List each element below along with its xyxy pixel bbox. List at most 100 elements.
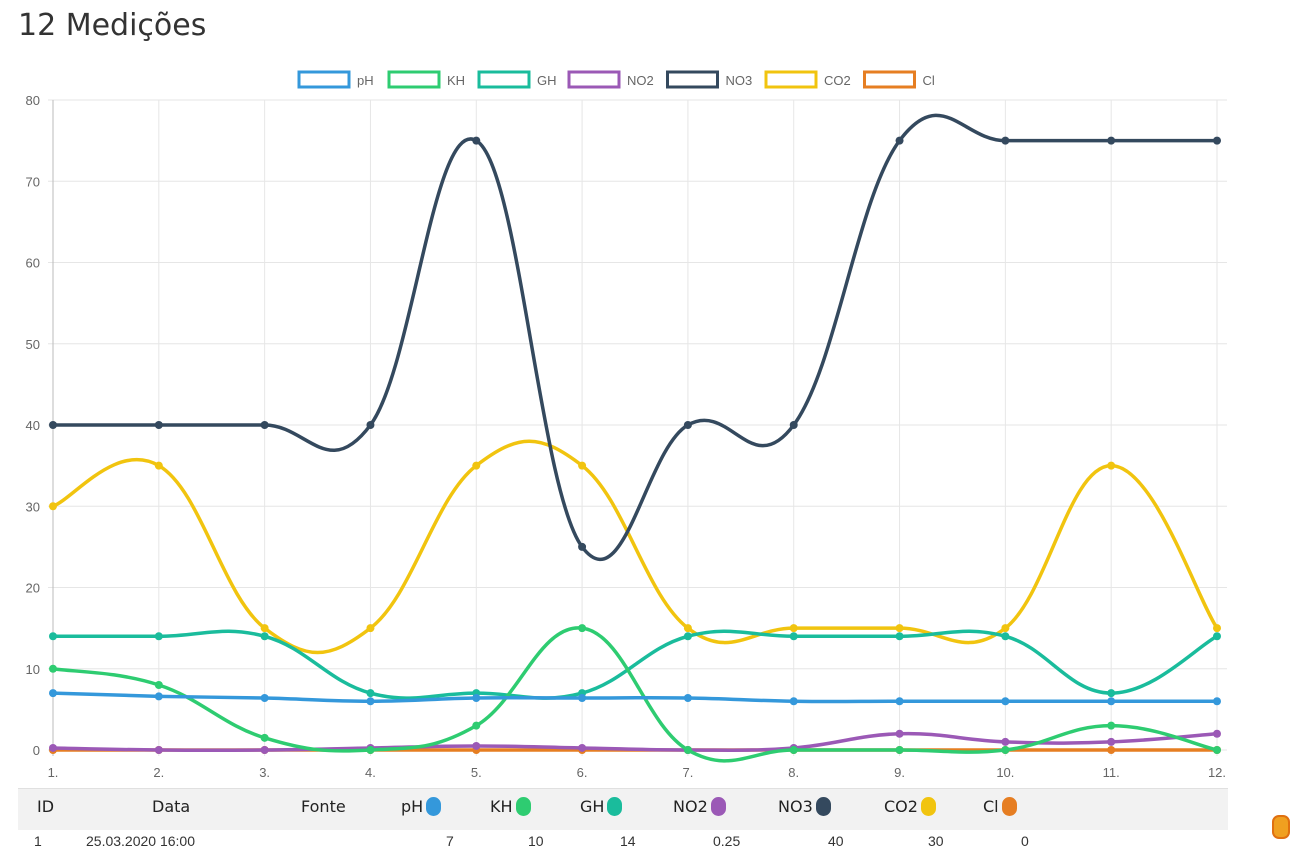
col-label: CO2 (884, 797, 918, 816)
color-dot-icon (426, 797, 442, 816)
col-fonte[interactable]: Fonte (301, 797, 346, 816)
data-point-no2 (1107, 737, 1116, 746)
x-tick-label: 5. (471, 765, 482, 780)
data-point-kh (260, 733, 269, 742)
x-tick-label: 10. (996, 765, 1014, 780)
data-point-no3 (154, 421, 163, 429)
col-co2[interactable]: CO2 (884, 797, 936, 816)
col-cl[interactable]: Cl (983, 797, 1017, 816)
data-point-ph (1107, 697, 1116, 706)
data-point-gh (895, 632, 904, 641)
data-point-no2 (49, 743, 57, 752)
data-point-no3 (1001, 136, 1010, 145)
data-point-co2 (260, 624, 269, 633)
legend-swatch (567, 70, 621, 89)
col-id[interactable]: ID (37, 797, 55, 816)
color-dot-icon (920, 797, 936, 816)
y-tick-label: 80 (26, 93, 40, 108)
legend-swatch (297, 70, 351, 89)
data-point-gh (366, 689, 375, 698)
color-dot-icon (607, 797, 623, 816)
series-line-co2 (52, 439, 1219, 655)
data-point-kh (1001, 746, 1010, 754)
legend-label-kh: KH (447, 73, 465, 88)
col-data[interactable]: Data (152, 797, 191, 816)
data-point-kh (1213, 746, 1221, 754)
data-point-kh (578, 624, 587, 633)
col-label: pH (401, 797, 424, 816)
data-point-co2 (366, 624, 375, 633)
cell-cl: 0 (1021, 833, 1029, 849)
col-kh[interactable]: KH (490, 797, 531, 816)
legend-label-gh: GH (537, 73, 557, 88)
y-tick-label: 40 (26, 418, 40, 433)
data-point-kh (49, 664, 57, 673)
data-point-no3 (472, 136, 481, 145)
series-line-kh (52, 626, 1218, 763)
series-line-gh (53, 629, 1218, 700)
col-no2[interactable]: NO2 (673, 797, 726, 816)
data-point-no3 (683, 421, 692, 429)
color-dot-icon (815, 797, 831, 816)
legend-swatch (863, 70, 916, 89)
data-point-no3 (1213, 136, 1221, 145)
x-tick-label: 12. (1208, 765, 1226, 780)
data-point-kh (1107, 721, 1116, 730)
y-tick-label: 0 (33, 743, 40, 758)
col-label: NO3 (778, 797, 813, 816)
col-label: KH (490, 797, 513, 816)
data-point-gh (1107, 689, 1116, 698)
legend-label-no3: NO3 (726, 73, 753, 88)
col-gh[interactable]: GH (580, 797, 623, 816)
data-point-no2 (578, 743, 587, 752)
legend-swatch (387, 70, 441, 89)
color-dot-icon (710, 797, 726, 816)
data-point-no3 (789, 421, 798, 429)
data-point-ph (895, 697, 904, 706)
data-point-no3 (1107, 136, 1116, 145)
data-point-gh (683, 632, 692, 641)
data-point-no3 (578, 542, 587, 551)
page-title: 12 Medições (18, 8, 207, 43)
cell-ph: 7 (446, 833, 454, 849)
data-point-kh (683, 746, 692, 754)
legend-label-no2: NO2 (627, 73, 654, 88)
legend-swatch (477, 70, 531, 89)
legend-label-ph: pH (357, 73, 374, 88)
x-tick-label: 1. (48, 765, 59, 780)
data-point-no2 (895, 729, 904, 738)
data-point-co2 (1107, 461, 1116, 470)
data-point-gh (260, 632, 269, 641)
cell-no3: 40 (828, 833, 844, 849)
y-tick-label: 10 (26, 662, 40, 677)
data-point-gh (49, 632, 57, 641)
line-chart: 0 10 20 30 40 50 60 70 80 1. 2. 3. 4. 5. 6. 7. 8. 9. 10. 11… (26, 70, 1227, 780)
data-point-kh (895, 746, 904, 754)
data-point-kh (789, 746, 798, 754)
data-point-gh (1001, 632, 1010, 641)
y-tick-label: 20 (26, 581, 40, 596)
y-tick-label: 60 (26, 256, 40, 271)
cell-co2: 30 (928, 833, 944, 849)
data-point-co2 (154, 461, 163, 470)
data-point-kh (366, 746, 375, 754)
data-point-ph (789, 697, 798, 706)
col-no3[interactable]: NO3 (778, 797, 831, 816)
data-point-no2 (472, 741, 481, 750)
data-point-no3 (260, 421, 269, 429)
data-point-no3 (366, 421, 375, 429)
data-point-gh (154, 632, 163, 641)
col-ph[interactable]: pH (401, 797, 442, 816)
cell-id: 1 (34, 833, 42, 849)
cell-gh: 14 (620, 833, 636, 849)
x-tick-label: 6. (577, 765, 588, 780)
x-tick-label: 2. (153, 765, 164, 780)
col-label: GH (580, 797, 605, 816)
legend-swatch (764, 70, 818, 89)
legend-swatch (666, 70, 719, 89)
data-point-co2 (578, 461, 587, 470)
data-point-co2 (49, 502, 57, 511)
x-tick-label: 7. (682, 765, 693, 780)
x-tick-label: 9. (894, 765, 905, 780)
table-row[interactable]: 1 25.03.2020 16:00 7 10 14 0.25 40 30 0 (18, 830, 1228, 850)
